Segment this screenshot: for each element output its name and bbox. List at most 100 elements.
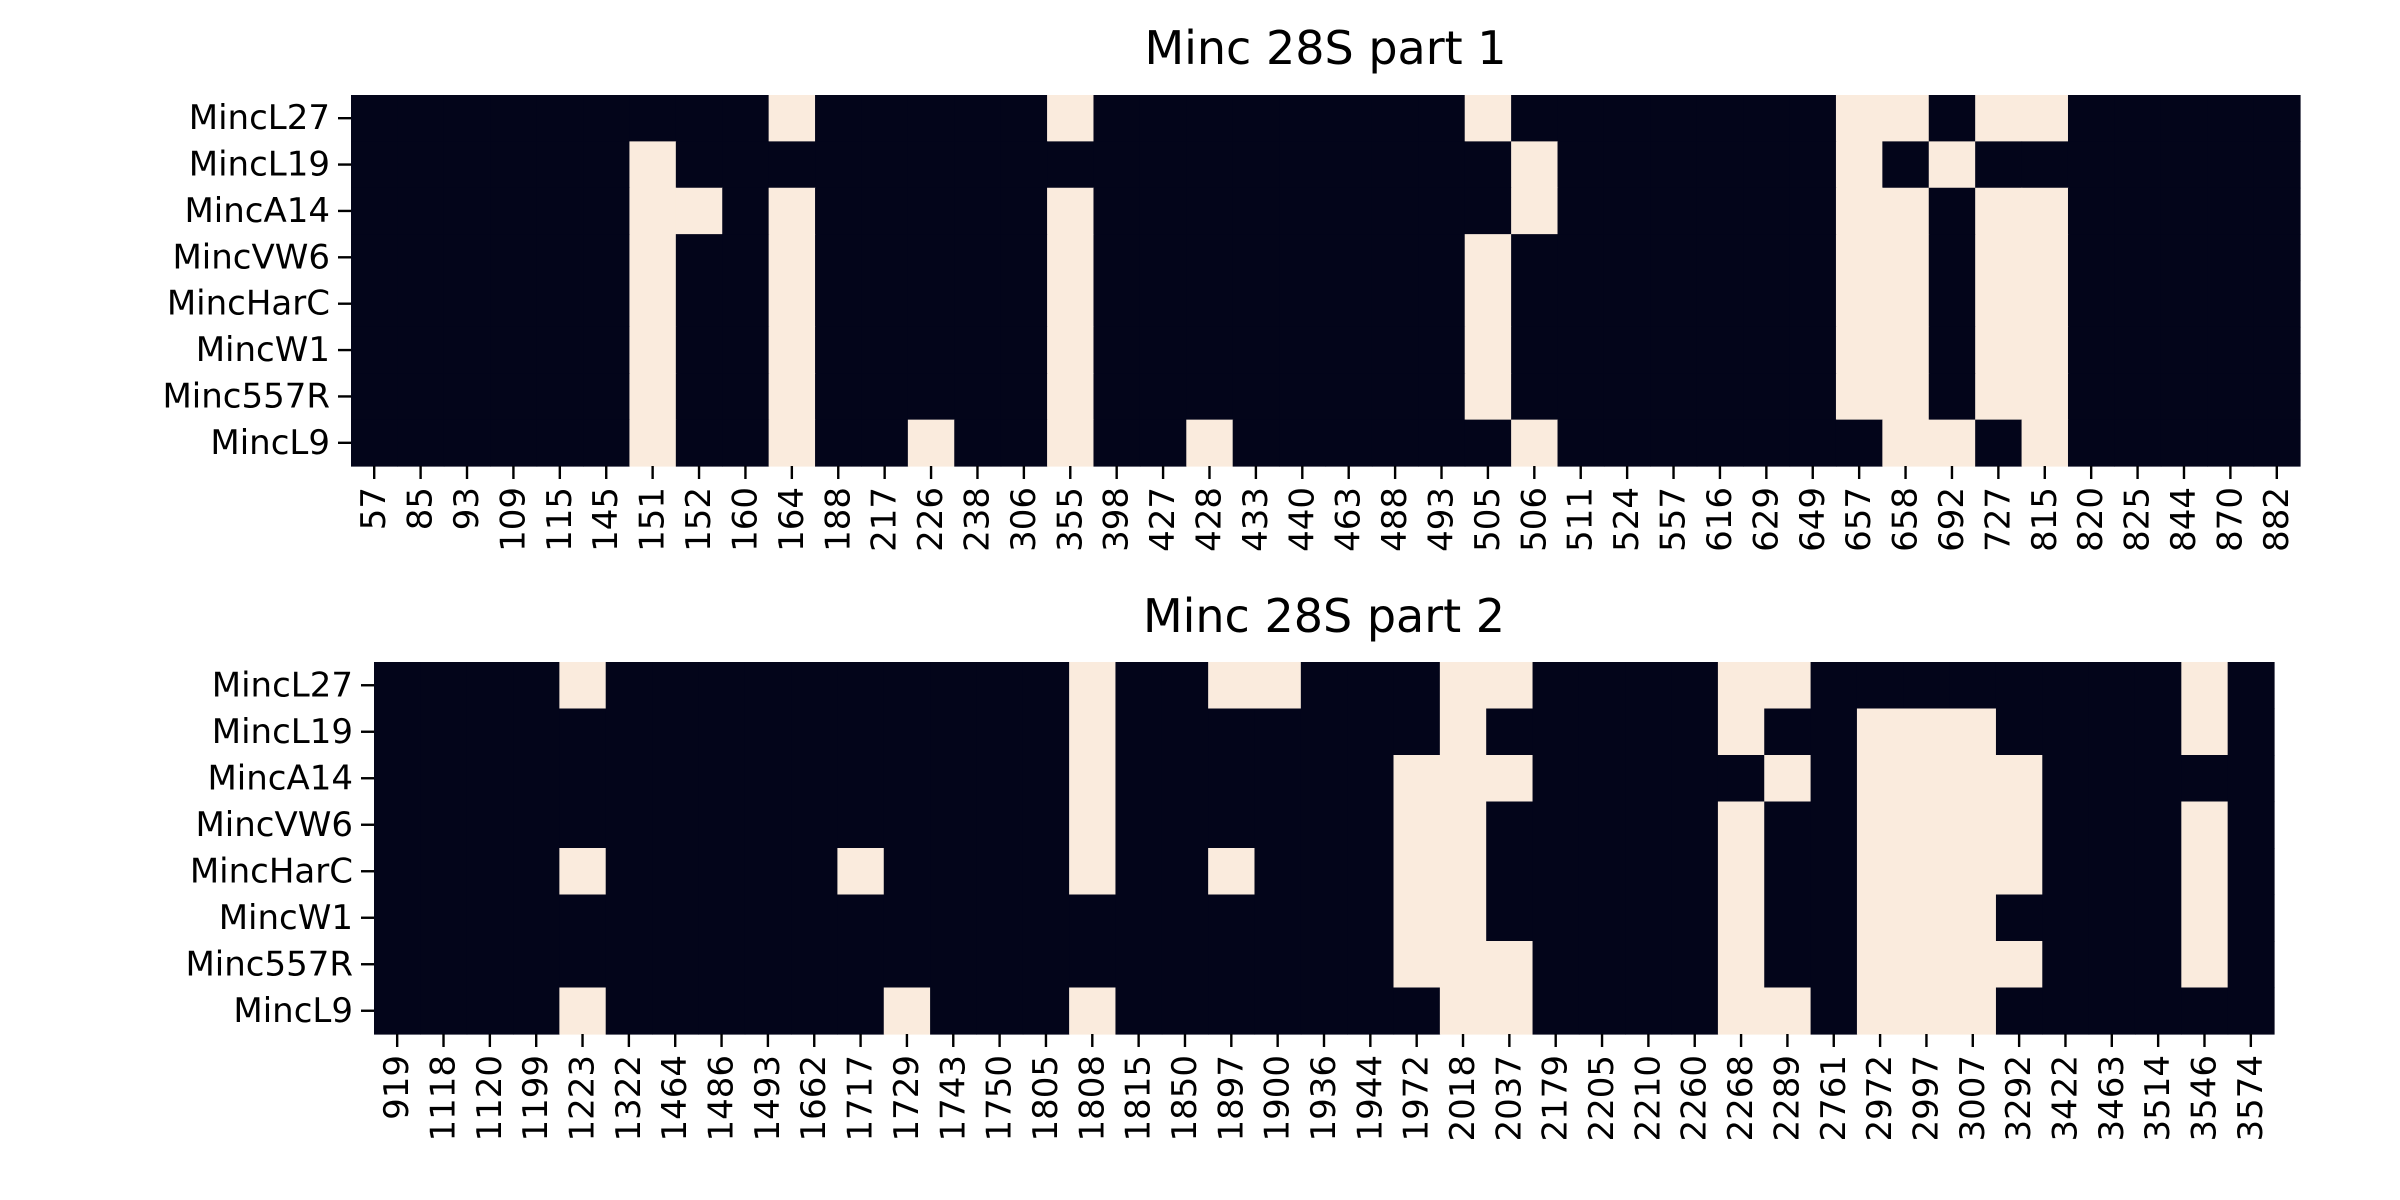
heatmap-cell <box>605 755 653 803</box>
heatmap-cell <box>1371 280 1419 328</box>
heatmap-cell <box>1393 662 1441 710</box>
x-tick-label: 2037 <box>1489 1055 1529 1142</box>
x-tick-label: 188 <box>818 487 858 552</box>
heatmap-cell <box>791 708 839 756</box>
heatmap-cell <box>930 987 978 1035</box>
heatmap-cell <box>1418 234 1466 282</box>
heatmap-cell <box>2207 187 2255 235</box>
heatmap-cell <box>1161 894 1209 942</box>
heatmap-cell <box>976 987 1024 1035</box>
heatmap-cell <box>2114 419 2162 467</box>
heatmap-cell <box>1903 708 1951 756</box>
heatmap-cell <box>1557 141 1605 189</box>
heatmap-cell <box>1393 755 1441 803</box>
heatmap-cell <box>2088 848 2136 896</box>
heatmap-cell <box>1300 801 1348 849</box>
heatmap-cell <box>1347 755 1395 803</box>
heatmap-cell <box>2042 662 2090 710</box>
heatmap-cell <box>652 894 699 942</box>
heatmap-cell <box>1208 894 1256 942</box>
heatmap-cell <box>1093 373 1141 421</box>
x-tick-label: 1815 <box>1119 1055 1159 1142</box>
heatmap-cell <box>559 755 607 803</box>
heatmap-cell <box>1254 708 1302 756</box>
heatmap-cell <box>1578 987 1626 1035</box>
x-tick-label: 1322 <box>609 1055 649 1142</box>
heatmap-cell <box>605 894 653 942</box>
heatmap-cell <box>1975 234 2023 282</box>
heatmap-cell <box>1325 326 1373 374</box>
heatmap-cell <box>2114 95 2162 142</box>
heatmap-cell <box>954 187 1002 235</box>
heatmap-cell <box>652 708 699 756</box>
x-tick-label: 115 <box>540 487 580 552</box>
heatmap-cell <box>2067 280 2115 328</box>
heatmap-cell <box>1835 326 1883 374</box>
heatmap-cell <box>791 941 839 989</box>
heatmap-cell <box>2067 373 2115 421</box>
heatmap-cell <box>1464 141 1512 189</box>
heatmap-cell <box>1882 419 1930 467</box>
heatmap-cell <box>744 708 792 756</box>
heatmap-cell <box>1532 755 1580 803</box>
heatmap-cell <box>490 141 538 189</box>
heatmap-cell <box>954 234 1002 282</box>
x-tick-label: 1743 <box>933 1055 973 1142</box>
heatmap-cell <box>1764 662 1812 710</box>
heatmap-cell <box>744 987 792 1035</box>
heatmap-cell <box>1511 234 1559 282</box>
heatmap-cell <box>1625 755 1673 803</box>
heatmap-cell <box>2160 373 2208 421</box>
heatmap-cell <box>1486 755 1534 803</box>
heatmap-cell <box>605 662 653 710</box>
heatmap-cell <box>1418 95 1466 142</box>
heatmap-cell <box>374 801 421 849</box>
heatmap-cell <box>466 894 514 942</box>
x-tick-label: 815 <box>2025 487 2065 552</box>
heatmap-cell <box>1603 280 1651 328</box>
heatmap-cell <box>1625 987 1673 1035</box>
x-tick-label: 3292 <box>1999 1055 2039 1142</box>
heatmap-cell <box>1279 95 1327 142</box>
heatmap-cell <box>1439 894 1487 942</box>
heatmap-cell <box>1578 708 1626 756</box>
heatmap-cell <box>420 987 468 1035</box>
heatmap-cell <box>629 187 677 235</box>
x-tick-label: 3514 <box>2138 1055 2178 1142</box>
heatmap-cell <box>2067 234 2115 282</box>
heatmap-cell <box>698 987 746 1035</box>
heatmap-cell <box>1371 419 1419 467</box>
heatmap-cell <box>1069 755 1117 803</box>
heatmap-cell <box>907 234 955 282</box>
heatmap-cell <box>1139 373 1187 421</box>
x-tick-label: 1199 <box>516 1055 556 1142</box>
y-tick-label: MincL19 <box>212 712 353 752</box>
heatmap-cell <box>861 280 909 328</box>
heatmap-cell <box>976 801 1024 849</box>
heatmap-cell <box>1371 187 1419 235</box>
heatmap-cell <box>2088 941 2136 989</box>
heatmap-cell <box>1511 326 1559 374</box>
x-tick-label: 3463 <box>2092 1055 2132 1142</box>
heatmap-cell <box>837 755 885 803</box>
x-tick-label: 151 <box>633 487 673 552</box>
x-tick-label: 524 <box>1607 487 1647 552</box>
heatmap-cell <box>1418 280 1466 328</box>
heatmap-cell <box>2253 187 2301 235</box>
heatmap-cell <box>1717 755 1765 803</box>
heatmap-cell <box>536 280 584 328</box>
heatmap-cell <box>1625 941 1673 989</box>
heatmap-cell <box>1186 141 1234 189</box>
heatmap-cell <box>2207 95 2255 142</box>
heatmap-cell <box>2253 326 2301 374</box>
heatmap-cell <box>1789 280 1837 328</box>
heatmap-cell <box>1856 987 1904 1035</box>
heatmap-cell <box>1161 941 1209 989</box>
heatmap-cell <box>1325 187 1373 235</box>
heatmap-cell <box>1093 141 1141 189</box>
heatmap-cell <box>2021 373 2069 421</box>
heatmap-cell <box>1603 187 1651 235</box>
x-tick-label: 238 <box>957 487 997 552</box>
x-tick-label: 2972 <box>1860 1055 1900 1142</box>
heatmap-cell <box>722 373 770 421</box>
